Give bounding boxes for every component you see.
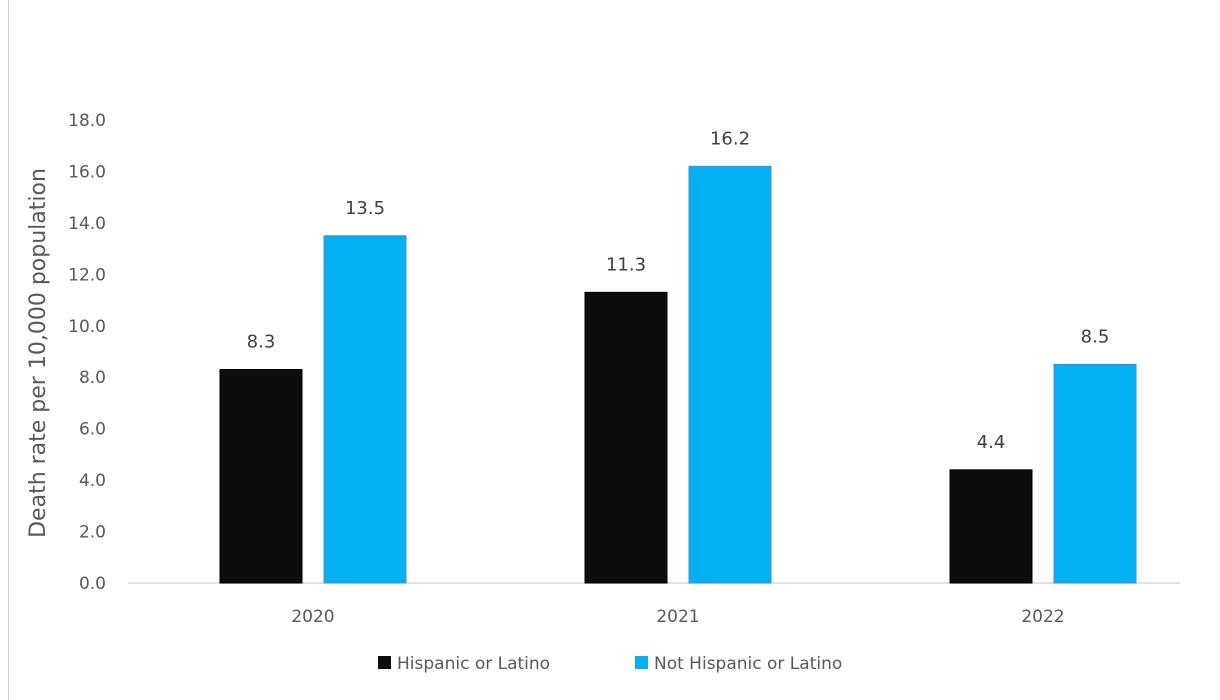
x-tick-label: 2022 (1021, 607, 1064, 627)
bar-not-hispanic-or-latino-2020 (323, 235, 407, 584)
y-axis-title-group: Death rate per 10,000 population (26, 168, 51, 538)
data-label: 8.3 (247, 332, 276, 353)
y-tick-label: 4.0 (79, 471, 106, 491)
y-tick-label: 18.0 (68, 111, 106, 131)
data-label: 4.4 (977, 432, 1006, 453)
legend-label: Hispanic or Latino (397, 654, 550, 674)
x-tick-labels: 2020 2021 2022 (291, 607, 1064, 627)
data-label: 13.5 (345, 198, 385, 219)
bar-hispanic-or-latino-2022 (949, 469, 1033, 584)
left-border-line (8, 0, 9, 700)
y-tick-label: 10.0 (68, 317, 106, 337)
y-tick-labels: 0.0 2.0 4.0 6.0 8.0 10.0 12.0 14.0 16.0 18.0 (68, 111, 106, 594)
y-tick-label: 12.0 (68, 265, 106, 285)
bar-not-hispanic-or-latino-2022 (1053, 363, 1137, 584)
data-label: 16.2 (710, 128, 750, 149)
data-label: 8.5 (1081, 326, 1110, 347)
y-tick-label: 16.0 (68, 162, 106, 182)
y-tick-label: 8.0 (79, 368, 106, 388)
x-tick-label: 2021 (656, 607, 699, 627)
bar-hispanic-or-latino-2021 (584, 291, 668, 584)
legend-label: Not Hispanic or Latino (654, 654, 842, 674)
legend: Hispanic or Latino Not Hispanic or Latino (378, 654, 842, 674)
bars (219, 165, 1137, 584)
data-label: 11.3 (606, 254, 646, 275)
x-tick-label: 2020 (291, 607, 334, 627)
bar-not-hispanic-or-latino-2021 (688, 165, 772, 584)
y-tick-label: 14.0 (68, 214, 106, 234)
legend-swatch-hispanic-or-latino (378, 656, 391, 669)
data-labels: 8.3 11.3 4.4 13.5 16.2 8.5 (247, 128, 1110, 453)
legend-swatch-not-hispanic-or-latino (635, 656, 648, 669)
bar-hispanic-or-latino-2020 (219, 369, 303, 584)
y-tick-label: 6.0 (79, 420, 106, 440)
y-tick-label: 0.0 (79, 574, 106, 594)
y-tick-label: 2.0 (79, 523, 106, 543)
y-axis-title: Death rate per 10,000 population (26, 168, 51, 538)
